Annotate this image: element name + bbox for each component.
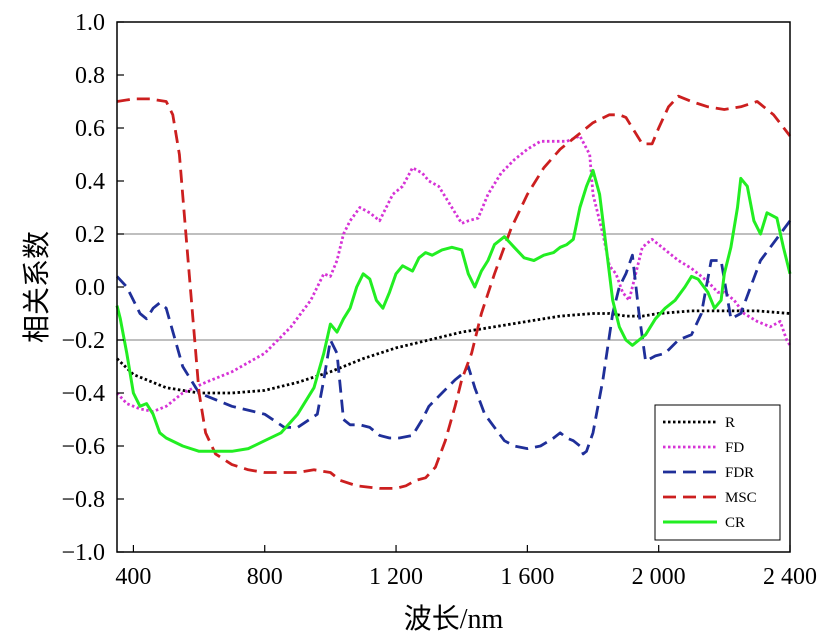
series-line-msc — [116, 94, 792, 490]
x-tick-label: 1 200 — [369, 564, 423, 590]
y-tick-label: 0.6 — [75, 116, 105, 142]
x-axis-label: 波长/nm — [404, 603, 504, 635]
y-tick-label: 0.4 — [75, 169, 105, 195]
series-lines — [115, 94, 792, 490]
y-tick-label: −0.4 — [61, 381, 105, 407]
series-line-fd — [115, 134, 792, 413]
y-tick-label: −0.2 — [61, 328, 105, 354]
legend-label-cr: CR — [725, 515, 745, 531]
x-tick-label: 2 400 — [763, 564, 817, 590]
legend-label-fdr: FDR — [725, 465, 754, 481]
y-tick-label: 0.2 — [75, 222, 105, 248]
legend-box — [654, 404, 781, 541]
legend-label-fd: FD — [725, 440, 744, 456]
legend-label-msc: MSC — [725, 490, 757, 506]
series-line-r — [116, 309, 791, 395]
y-tick-label: −0.8 — [61, 487, 105, 513]
y-axis-ticks: −1.0 −0.8 −0.6 −0.4 −0.2 0.0 0.2 0.4 0.6 0.8 1.0 — [61, 10, 124, 566]
y-tick-label: −0.6 — [61, 434, 105, 460]
x-tick-label: 800 — [247, 564, 283, 590]
series-line-cr — [115, 168, 792, 453]
x-tick-label: 400 — [115, 564, 151, 590]
y-tick-label: −1.0 — [61, 540, 105, 566]
y-tick-label: 1.0 — [75, 10, 105, 36]
reference-lines — [117, 233, 790, 341]
y-axis-label: 相关系数 — [21, 231, 53, 343]
legend-label-r: R — [725, 415, 735, 431]
x-tick-label: 1 600 — [500, 564, 554, 590]
y-tick-label: 0.8 — [75, 63, 105, 89]
x-axis-ticks: 400 800 1 200 1 600 2 000 2 400 — [115, 545, 817, 590]
x-tick-label: 2 000 — [632, 564, 686, 590]
y-tick-label: 0.0 — [75, 275, 105, 301]
legend: R FD FDR MSC CR — [654, 404, 781, 541]
